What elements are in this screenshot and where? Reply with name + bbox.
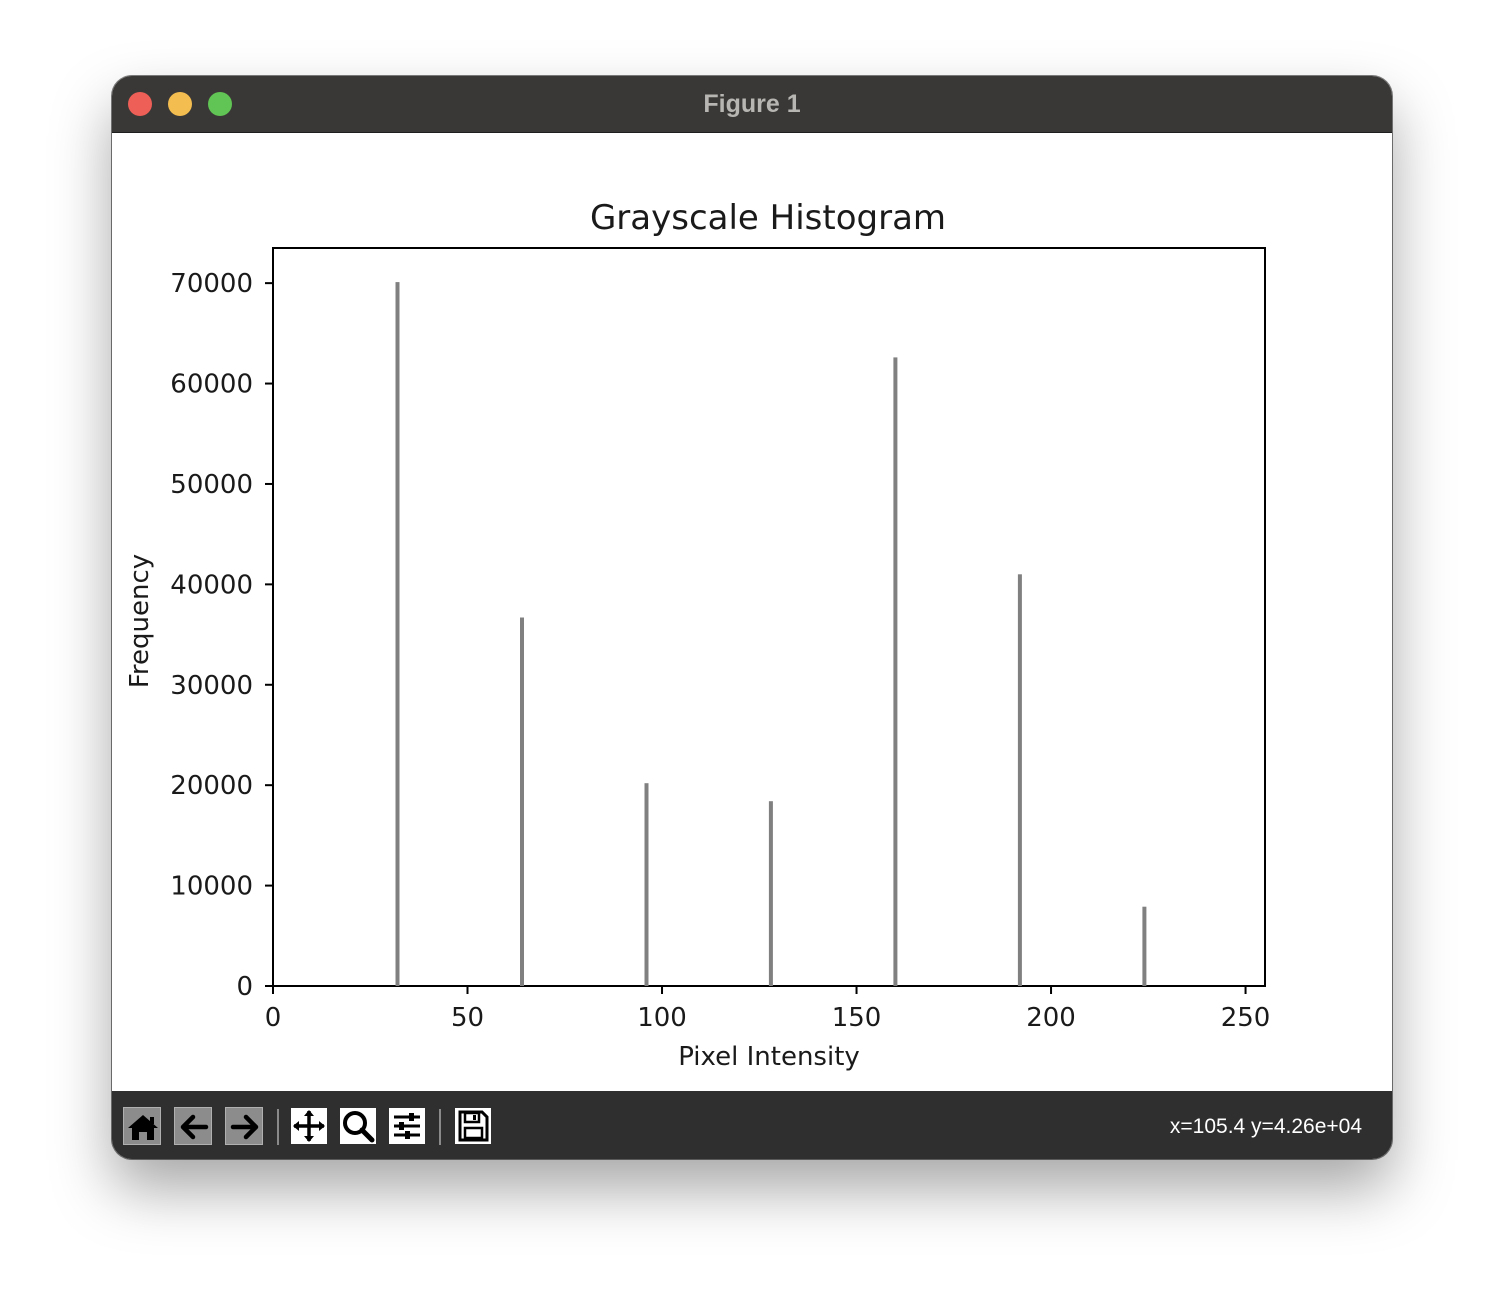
chart-title: Grayscale Histogram <box>590 198 946 238</box>
x-tick-label: 50 <box>451 1003 484 1033</box>
x-axis-ticks: 0 50 100 150 200 250 <box>265 986 1271 1033</box>
x-tick-label: 100 <box>637 1003 687 1033</box>
maximize-button[interactable] <box>208 92 232 116</box>
save-floppy-icon <box>455 1108 491 1144</box>
histogram-bar <box>644 783 649 986</box>
x-tick-label: 250 <box>1221 1003 1271 1033</box>
x-axis-label: Pixel Intensity <box>678 1042 860 1072</box>
close-button[interactable] <box>128 92 152 116</box>
y-tick-label: 20000 <box>170 771 253 801</box>
figure-window: Figure 1 Grayscale Histogram 0 50 100 150 20… <box>112 76 1392 1159</box>
y-tick-label: 60000 <box>170 370 253 400</box>
y-tick-label: 10000 <box>170 872 253 902</box>
y-axis-ticks: 0 10000 20000 30000 40000 50000 60000 70000 <box>170 269 273 1002</box>
histogram-bar <box>395 282 400 987</box>
configure-subplots-button[interactable] <box>388 1107 426 1145</box>
figure-canvas[interactable]: Grayscale Histogram 0 50 100 150 200 250 0 100… <box>112 133 1392 1091</box>
y-tick-label: 30000 <box>170 671 253 701</box>
histogram-bar <box>520 617 524 986</box>
back-arrow-icon <box>180 1114 209 1140</box>
toolbar-separator <box>277 1109 279 1145</box>
y-tick-label: 50000 <box>170 470 253 500</box>
pan-move-icon <box>291 1108 327 1144</box>
x-tick-label: 150 <box>832 1003 882 1033</box>
forward-button[interactable] <box>225 1107 263 1145</box>
home-icon <box>128 1115 158 1140</box>
forward-arrow-icon <box>230 1114 259 1140</box>
cursor-coordinates: x=105.4 y=4.26e+04 <box>1169 1115 1362 1138</box>
configure-subplots-icon <box>389 1108 425 1144</box>
histogram-bar <box>768 801 773 986</box>
window-title: Figure 1 <box>703 90 801 118</box>
x-tick-label: 200 <box>1026 1003 1076 1033</box>
y-tick-label: 70000 <box>170 269 253 299</box>
toolbar-separator <box>439 1109 441 1145</box>
x-tick-label: 0 <box>265 1003 282 1033</box>
histogram-bars <box>395 282 1147 987</box>
histogram-bar <box>893 357 898 986</box>
y-axis-label: Frequency <box>125 554 155 688</box>
save-button[interactable] <box>454 1107 492 1145</box>
title-bar[interactable]: Figure 1 <box>112 76 1392 133</box>
zoom-button[interactable] <box>339 1107 377 1145</box>
home-button[interactable] <box>123 1107 161 1145</box>
histogram-bar <box>1017 574 1022 986</box>
zoom-magnifier-icon <box>340 1108 376 1144</box>
navigation-toolbar: x=105.4 y=4.26e+04 <box>112 1091 1392 1159</box>
y-tick-label: 40000 <box>170 570 253 600</box>
minimize-button[interactable] <box>168 92 192 116</box>
histogram-chart[interactable]: Grayscale Histogram 0 50 100 150 200 250 0 100… <box>112 133 1392 1091</box>
back-button[interactable] <box>174 1107 212 1145</box>
histogram-bar <box>1142 906 1147 986</box>
y-tick-label: 0 <box>236 972 253 1002</box>
pan-button[interactable] <box>290 1107 328 1145</box>
